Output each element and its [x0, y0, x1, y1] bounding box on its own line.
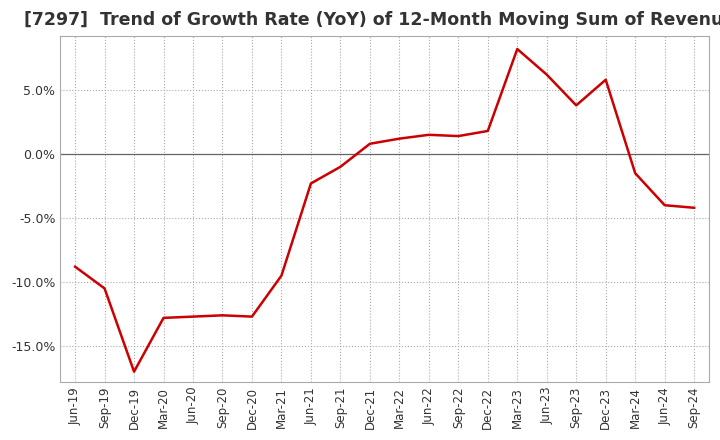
Title: [7297]  Trend of Growth Rate (YoY) of 12-Month Moving Sum of Revenues: [7297] Trend of Growth Rate (YoY) of 12-… — [24, 11, 720, 29]
